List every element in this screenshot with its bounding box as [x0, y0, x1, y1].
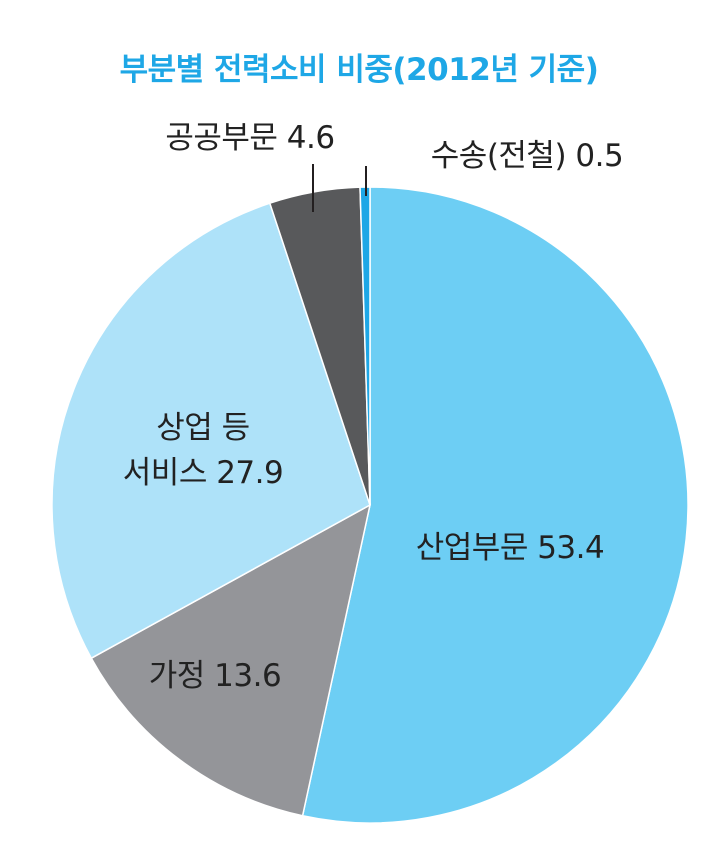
- slice-industry: [301, 186, 689, 824]
- pie-slices: [51, 186, 689, 824]
- label-public: 공공부문 4.6: [165, 120, 334, 156]
- slice-commercial: [51, 202, 371, 660]
- label-household: 가정 13.6: [149, 658, 281, 694]
- slice-labels: 산업부문 53.4 가정 13.6 상업 등 서비스 27.9 공공부문 4.6…: [123, 120, 624, 694]
- leader-lines: [312, 164, 367, 212]
- label-commercial-line1: 상업 등: [156, 410, 249, 446]
- slice-household: [90, 503, 372, 817]
- chart-title: 부분별 전력소비 비중(2012년 기준): [119, 52, 599, 88]
- label-commercial-line2: 서비스 27.9: [123, 455, 283, 491]
- label-industry: 산업부문 53.4: [416, 530, 604, 566]
- label-transport: 수송(전철) 0.5: [431, 138, 623, 174]
